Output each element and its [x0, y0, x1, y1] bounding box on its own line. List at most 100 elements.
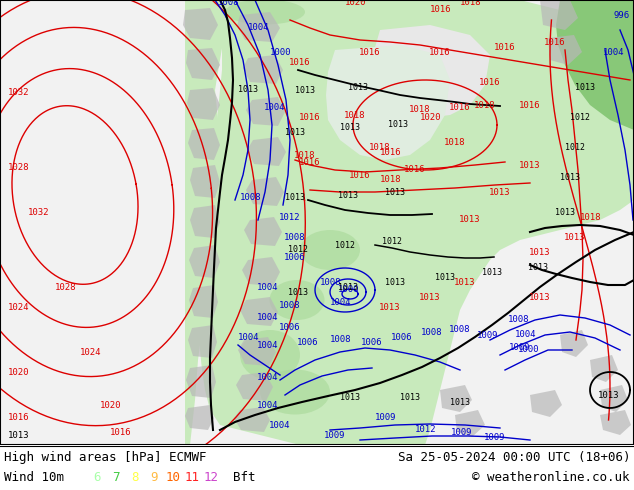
Text: 1013: 1013 — [489, 188, 511, 197]
Text: 1016: 1016 — [299, 113, 321, 122]
Text: 1020: 1020 — [8, 368, 30, 377]
Polygon shape — [190, 165, 220, 198]
Text: 1016: 1016 — [430, 5, 451, 14]
Text: 1016: 1016 — [8, 413, 30, 422]
Text: 1032: 1032 — [28, 208, 49, 217]
Text: 1028: 1028 — [55, 283, 77, 292]
Text: 1013: 1013 — [564, 233, 586, 242]
Text: 1018: 1018 — [344, 111, 366, 120]
Text: 1006: 1006 — [279, 323, 301, 332]
Text: 1013: 1013 — [435, 273, 455, 282]
Text: 1013: 1013 — [575, 83, 595, 92]
Text: 1020: 1020 — [345, 0, 366, 7]
Polygon shape — [188, 325, 217, 358]
Text: 1016: 1016 — [349, 171, 371, 180]
Text: 1012: 1012 — [335, 241, 355, 250]
Text: 1000: 1000 — [270, 48, 292, 57]
Polygon shape — [556, 0, 634, 130]
Text: 1016: 1016 — [450, 103, 471, 112]
Polygon shape — [238, 337, 276, 366]
Text: 1004: 1004 — [257, 373, 279, 382]
Polygon shape — [240, 297, 278, 326]
Text: 1012: 1012 — [570, 113, 590, 122]
Text: 1008: 1008 — [240, 193, 261, 202]
Polygon shape — [243, 55, 283, 84]
Text: 6: 6 — [93, 470, 101, 484]
Text: 1013: 1013 — [459, 215, 481, 224]
Polygon shape — [237, 12, 280, 42]
Text: 1000: 1000 — [338, 285, 359, 294]
Text: 1008: 1008 — [450, 325, 471, 334]
Text: 1013: 1013 — [560, 173, 580, 182]
Polygon shape — [242, 257, 280, 286]
Text: 1013: 1013 — [340, 393, 360, 402]
Text: 1013: 1013 — [285, 128, 305, 137]
Polygon shape — [540, 0, 578, 30]
Text: 1016: 1016 — [544, 38, 566, 47]
Polygon shape — [188, 128, 220, 160]
Text: 1016: 1016 — [380, 148, 401, 157]
Polygon shape — [185, 405, 214, 430]
Text: 1013: 1013 — [419, 293, 441, 302]
Text: 1009: 1009 — [451, 428, 473, 437]
Text: 1004: 1004 — [264, 103, 285, 112]
Polygon shape — [246, 97, 285, 126]
Text: 1008: 1008 — [284, 233, 306, 242]
Text: 1004: 1004 — [238, 333, 259, 342]
Text: 1013: 1013 — [400, 393, 420, 402]
Text: 1013: 1013 — [388, 120, 408, 129]
Text: 1020: 1020 — [100, 401, 122, 410]
Text: 1032: 1032 — [8, 88, 30, 97]
Text: 1018: 1018 — [474, 101, 496, 110]
Polygon shape — [189, 245, 220, 278]
Polygon shape — [234, 407, 270, 432]
Polygon shape — [440, 385, 472, 412]
Text: 1018: 1018 — [580, 213, 602, 222]
Polygon shape — [186, 48, 220, 80]
Text: 1000: 1000 — [518, 345, 540, 354]
Text: 1013: 1013 — [454, 278, 476, 287]
Text: 1018: 1018 — [380, 175, 401, 184]
Text: 1016: 1016 — [429, 48, 451, 57]
Polygon shape — [548, 35, 582, 65]
Text: 1012: 1012 — [288, 245, 308, 254]
Polygon shape — [590, 355, 618, 382]
Text: 1004: 1004 — [269, 421, 291, 430]
Text: 1013: 1013 — [598, 391, 619, 400]
Text: 1016: 1016 — [519, 101, 541, 110]
Text: 1016: 1016 — [299, 158, 321, 167]
Polygon shape — [190, 205, 220, 238]
Text: 1012: 1012 — [279, 213, 301, 222]
Text: 1013: 1013 — [385, 278, 405, 287]
Polygon shape — [189, 285, 218, 318]
Text: 1008: 1008 — [218, 0, 240, 7]
Text: 1006: 1006 — [391, 333, 413, 342]
Polygon shape — [244, 217, 282, 246]
Text: 1013: 1013 — [519, 161, 541, 170]
Text: 1016: 1016 — [495, 43, 515, 52]
Text: © weatheronline.co.uk: © weatheronline.co.uk — [472, 470, 630, 484]
Text: 1024: 1024 — [8, 303, 30, 312]
Text: 11: 11 — [184, 470, 200, 484]
Text: Sa 25-05-2024 00:00 UTC (18+06): Sa 25-05-2024 00:00 UTC (18+06) — [398, 450, 630, 464]
Text: 1013: 1013 — [288, 288, 308, 297]
Text: 1006: 1006 — [361, 338, 383, 347]
Text: 1013: 1013 — [8, 431, 30, 440]
Text: 1004: 1004 — [257, 283, 279, 292]
Text: 1013: 1013 — [285, 193, 305, 202]
Polygon shape — [246, 177, 284, 206]
Text: 1013: 1013 — [238, 85, 258, 94]
Text: 1004: 1004 — [257, 313, 279, 322]
Text: 1013: 1013 — [340, 123, 360, 132]
Text: 1013: 1013 — [295, 86, 315, 95]
Text: 10: 10 — [165, 470, 181, 484]
Text: 1016: 1016 — [404, 165, 426, 174]
Text: Wind 10m: Wind 10m — [4, 470, 64, 484]
Text: 1013: 1013 — [385, 188, 405, 197]
Text: 1024: 1024 — [80, 348, 101, 357]
Text: 1012: 1012 — [565, 143, 585, 152]
Text: 1018: 1018 — [294, 151, 316, 160]
Text: 1013: 1013 — [379, 303, 401, 312]
Polygon shape — [455, 410, 485, 437]
Text: 1028: 1028 — [8, 163, 30, 172]
